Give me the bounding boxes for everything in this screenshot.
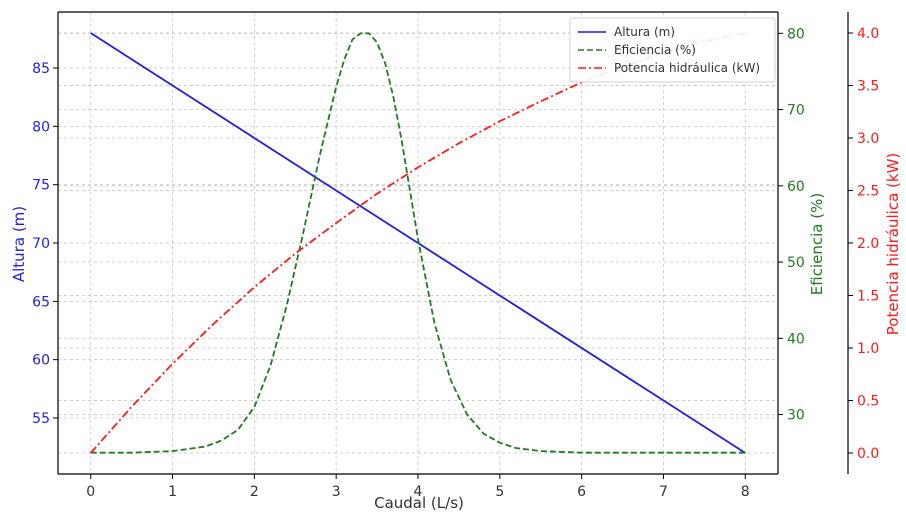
legend-label-altura: Altura (m) bbox=[614, 25, 675, 39]
right2-tick-label: 1.5 bbox=[857, 289, 879, 305]
right1-tick-label: 50 bbox=[787, 255, 805, 271]
right1-axis-title: Eficiencia (%) bbox=[808, 193, 826, 295]
right2-axis-title: Potencia hidráulica (kW) bbox=[884, 153, 902, 336]
left-tick-label: 75 bbox=[32, 178, 50, 194]
x-tick-label: 2 bbox=[250, 484, 259, 500]
ticks-layer: 0 1 2 3 4 5 6 7 8 55 60 65 70 75 80 85 30 40 50 60 70 80 0.0 0.… bbox=[32, 26, 879, 500]
right1-tick-label: 80 bbox=[787, 26, 805, 42]
x-tick-label: 4 bbox=[414, 484, 423, 500]
left-tick-label: 85 bbox=[32, 61, 50, 77]
left-tick-label: 65 bbox=[32, 294, 50, 310]
left-axis-title: Altura (m) bbox=[10, 206, 28, 282]
right1-tick-label: 40 bbox=[787, 331, 805, 347]
x-tick-label: 3 bbox=[332, 484, 341, 500]
right2-tick-label: 2.0 bbox=[857, 236, 879, 252]
right2-tick-label: 2.5 bbox=[857, 184, 879, 200]
x-tick-label: 6 bbox=[577, 484, 586, 500]
x-axis-title: Caudal (L/s) bbox=[374, 494, 464, 512]
right2-tick-label: 4.0 bbox=[857, 26, 879, 42]
legend-label-potencia: Potencia hidráulica (kW) bbox=[614, 61, 760, 75]
legend: Altura (m) Eficiencia (%) Potencia hidrá… bbox=[569, 17, 776, 83]
left-tick-label: 80 bbox=[32, 119, 50, 135]
x-tick-label: 8 bbox=[741, 484, 750, 500]
right2-tick-label: 3.5 bbox=[857, 79, 879, 95]
right2-tick-label: 3.0 bbox=[857, 131, 879, 147]
grid-lines bbox=[58, 12, 778, 474]
x-tick-label: 1 bbox=[168, 484, 177, 500]
series-line-eficiencia bbox=[90, 32, 746, 454]
left-tick-label: 70 bbox=[32, 236, 50, 252]
legend-box bbox=[569, 17, 776, 83]
x-tick-label: 5 bbox=[495, 484, 504, 500]
right1-tick-label: 30 bbox=[787, 408, 805, 424]
right1-tick-label: 60 bbox=[787, 179, 805, 195]
x-tick-label: 7 bbox=[659, 484, 668, 500]
legend-label-eficiencia: Eficiencia (%) bbox=[614, 43, 696, 57]
left-tick-label: 60 bbox=[32, 353, 50, 369]
right2-tick-label: 0.0 bbox=[857, 446, 879, 462]
x-tick-label: 0 bbox=[86, 484, 95, 500]
right1-tick-label: 70 bbox=[787, 103, 805, 119]
right2-tick-label: 1.0 bbox=[857, 341, 879, 357]
left-tick-label: 55 bbox=[32, 411, 50, 427]
right2-tick-label: 0.5 bbox=[857, 394, 879, 410]
